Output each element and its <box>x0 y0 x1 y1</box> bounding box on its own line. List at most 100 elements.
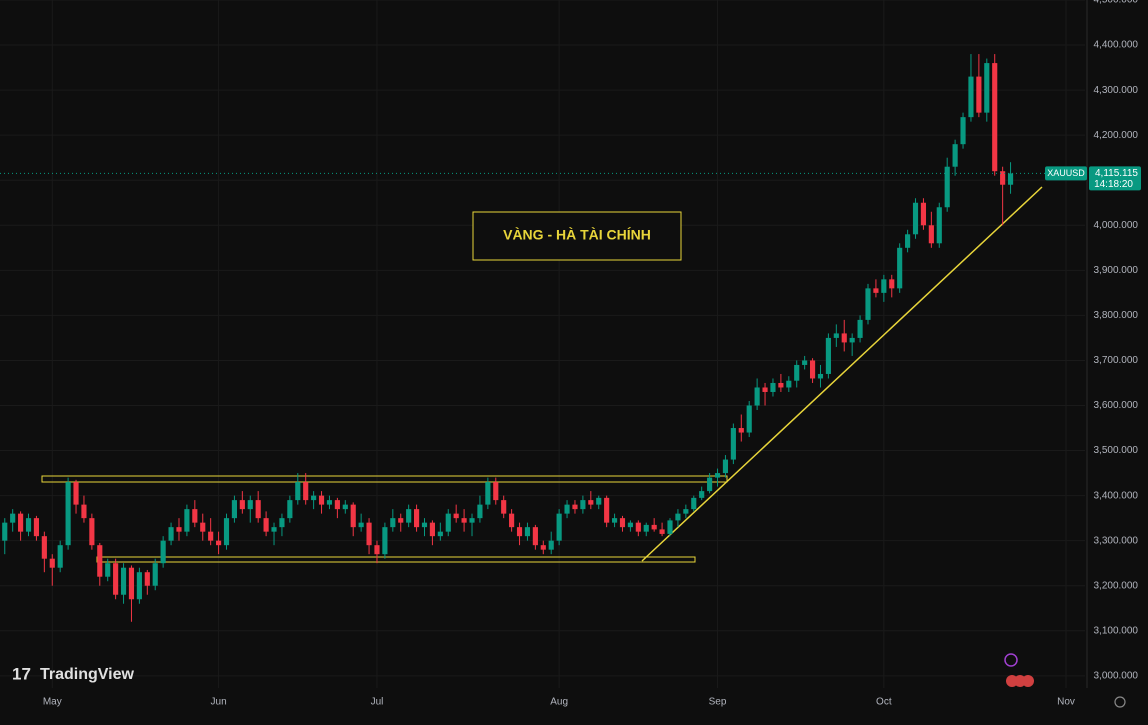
annotation: VÀNG - HÀ TÀI CHÍNH <box>503 227 651 243</box>
candle-body <box>912 202 919 235</box>
candle-body <box>342 504 348 510</box>
candle-body <box>1007 173 1014 185</box>
candle-body <box>746 405 752 433</box>
candle-body <box>461 518 467 523</box>
candle-body <box>722 459 729 474</box>
event-icon[interactable] <box>1004 653 1018 667</box>
x-tick-label: Jul <box>371 697 384 708</box>
candle-body <box>509 513 515 528</box>
candle-body <box>809 360 816 379</box>
candle-body <box>136 572 142 600</box>
candle-body <box>326 500 333 505</box>
candle-body <box>651 524 657 530</box>
settings-icon[interactable] <box>1114 696 1126 708</box>
candle-body <box>271 527 277 532</box>
candle-body <box>49 558 55 568</box>
candle-body <box>25 518 32 532</box>
candle-body <box>588 500 594 505</box>
x-tick-label: May <box>43 697 62 708</box>
candle-body <box>611 518 618 523</box>
annotation-box <box>472 211 682 261</box>
candle-body <box>564 504 570 514</box>
candle-body <box>501 500 507 514</box>
candle-body <box>596 497 602 505</box>
candle-body <box>778 382 784 388</box>
candle-body <box>889 279 895 289</box>
candle-body <box>833 333 839 338</box>
candle-body <box>928 225 934 244</box>
candle-body <box>223 518 230 546</box>
x-tick-label: Aug <box>550 697 568 708</box>
candle-body <box>81 504 87 519</box>
y-tick-label: 4,300.000 <box>1094 85 1139 96</box>
candle-body <box>318 495 325 505</box>
candle-body <box>643 524 649 532</box>
brand: TradingView <box>40 666 135 683</box>
candle-body <box>936 207 942 244</box>
candle-body <box>707 477 713 492</box>
candle-body <box>849 337 855 343</box>
candle-body <box>635 522 641 532</box>
candle-body <box>920 202 927 226</box>
y-tick-label: 3,200.000 <box>1094 580 1139 591</box>
candle-body <box>421 522 428 528</box>
x-tick-label: Sep <box>709 697 727 708</box>
x-tick-label: Nov <box>1057 697 1075 708</box>
y-tick-label: 4,000.000 <box>1094 220 1139 231</box>
candle-body <box>881 279 887 293</box>
candle-body <box>350 504 356 528</box>
candle-body <box>485 482 491 505</box>
candle-body <box>786 380 792 388</box>
candle-body <box>168 527 174 541</box>
last-price-label: 4,115.115 <box>1095 168 1138 179</box>
y-tick-label: 4,500.000 <box>1094 0 1139 6</box>
symbol-label: XAUUSD <box>1047 168 1085 178</box>
event-flag[interactable] <box>1022 675 1034 687</box>
candle-body <box>231 500 237 519</box>
candle-body <box>477 504 483 519</box>
range-box-bottom <box>96 556 696 563</box>
candle-body <box>247 500 253 510</box>
price-badge <box>1089 166 1141 191</box>
y-tick-label: 3,400.000 <box>1094 490 1139 501</box>
candle-body <box>714 473 721 478</box>
candle-body <box>905 234 911 248</box>
candle-body <box>366 522 372 546</box>
candle-body <box>97 545 103 577</box>
candle-body <box>794 364 800 381</box>
y-tick-label: 3,500.000 <box>1094 445 1139 456</box>
y-tick-label: 3,600.000 <box>1094 400 1139 411</box>
candle-body <box>239 500 245 510</box>
candle-body <box>453 513 459 519</box>
candle-body <box>699 491 705 498</box>
candle-body <box>382 527 388 555</box>
candle-body <box>762 387 768 392</box>
candle-body <box>10 513 16 523</box>
candle-body <box>255 500 261 519</box>
candle-body <box>873 288 879 293</box>
y-tick-label: 3,300.000 <box>1094 535 1139 546</box>
symbol-badge <box>1045 166 1087 181</box>
candle-body <box>18 513 24 532</box>
candle-body <box>89 518 95 546</box>
candle-body <box>841 333 847 343</box>
candle-body <box>57 545 63 568</box>
candle-body <box>667 520 673 534</box>
candle-body <box>944 166 950 208</box>
candle-body <box>208 531 214 541</box>
y-tick-label: 4,400.000 <box>1094 40 1139 51</box>
candle-body <box>295 482 301 501</box>
candle-body <box>334 500 340 510</box>
candle-body <box>445 513 451 532</box>
x-tick-label: Oct <box>876 697 892 708</box>
candle-body <box>532 527 538 546</box>
y-tick-label: 3,700.000 <box>1094 355 1139 366</box>
y-tick-label: 3,000.000 <box>1094 670 1139 681</box>
y-tick-label: 3,100.000 <box>1094 625 1139 636</box>
candle-body <box>580 500 586 510</box>
candle-body <box>152 563 158 586</box>
candle-body <box>524 527 531 537</box>
candle-body <box>865 288 871 320</box>
